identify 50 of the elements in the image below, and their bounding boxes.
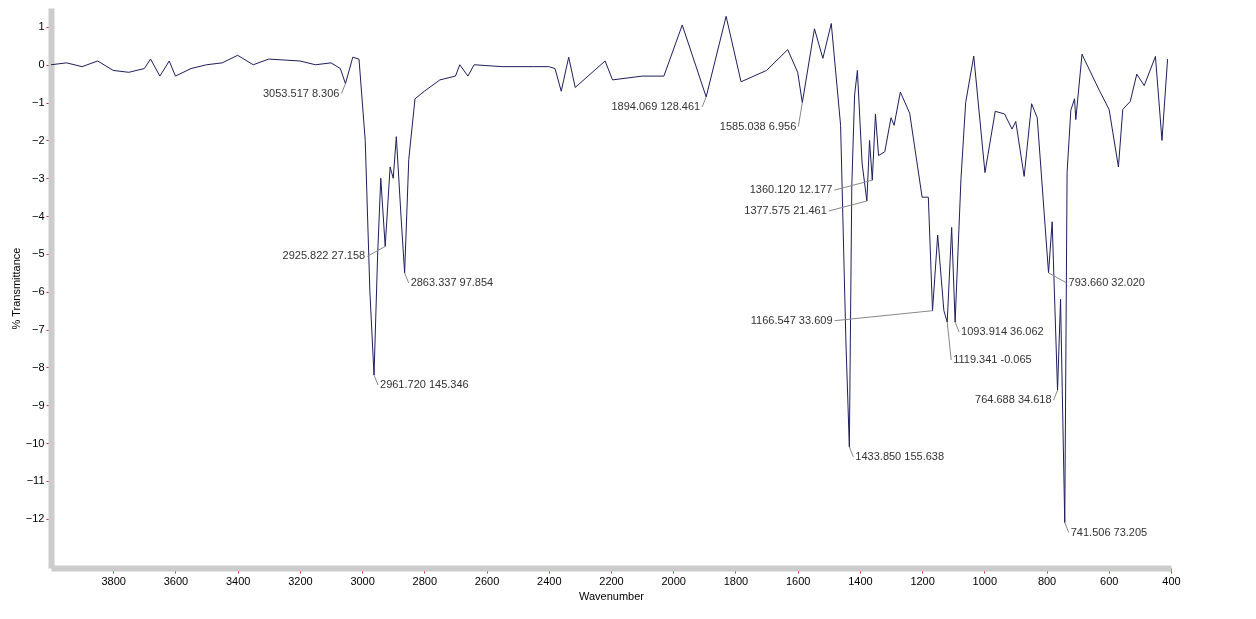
- y-tick-label: 0: [38, 58, 45, 71]
- x-tick-label: 1400: [848, 574, 873, 587]
- annotation: 2863.337 97.854: [410, 275, 494, 288]
- annotation: 2925.822 27.158: [282, 249, 366, 262]
- x-tick-label: 400: [1162, 574, 1181, 587]
- annotation: 1894.069 128.461: [611, 99, 701, 112]
- y-axis-title: % Transmittance: [9, 247, 22, 330]
- y-tick-label: −5: [31, 247, 45, 260]
- annotation: 1360.120 12.177: [749, 183, 833, 196]
- x-tick-label: 3400: [225, 574, 251, 587]
- y-tick-label: 1: [38, 20, 45, 33]
- x-tick-label: 2400: [537, 574, 562, 587]
- x-tick-label: 2600: [474, 574, 500, 587]
- x-tick-label: 1200: [910, 574, 935, 587]
- annotation: 1119.341 -0.065: [953, 353, 1032, 366]
- annotation: 764.688 34.618: [975, 393, 1052, 406]
- y-tick-label: −1: [31, 96, 45, 109]
- x-tick-label: 600: [1100, 574, 1119, 587]
- annotation: 1377.575 21.461: [744, 203, 827, 216]
- x-tick-label: 2800: [412, 574, 438, 587]
- y-tick-label: −3: [31, 171, 45, 184]
- x-tick-label: 2200: [599, 574, 624, 587]
- annotation: 2961.720 145.346: [380, 378, 469, 391]
- x-tick-label: 800: [1037, 574, 1057, 587]
- annotation: 793.660 32.020: [1068, 275, 1145, 288]
- x-tick-label: 3800: [101, 574, 126, 587]
- annotation: 3053.517 8.306: [262, 86, 340, 99]
- y-tick-label: −6: [31, 285, 45, 298]
- y-tick-label: −9: [31, 398, 45, 411]
- y-tick-label: −11: [26, 474, 45, 487]
- y-tick-label: −7: [31, 323, 45, 336]
- y-tick-label: −10: [25, 436, 45, 449]
- annotation: 1093.914 36.062: [961, 325, 1044, 338]
- annotation: 1585.038 6.956: [719, 119, 797, 132]
- x-axis-title: Wavenumber: [578, 589, 645, 602]
- y-tick-label: −8: [31, 360, 45, 373]
- y-tick-label: −2: [31, 133, 45, 146]
- x-tick-label: 3000: [350, 574, 375, 587]
- y-tick-label: −12: [25, 512, 45, 525]
- line-series: [50, 15, 1169, 524]
- x-tick-label: 3600: [163, 574, 189, 587]
- annotation: 1166.547 33.609: [750, 313, 833, 326]
- x-tick-label: 1000: [972, 574, 998, 587]
- annotation: 1433.850 155.638: [855, 449, 945, 462]
- x-tick-label: 1800: [723, 574, 749, 587]
- x-tick-label: 1600: [785, 574, 811, 587]
- x-tick-label: 2000: [661, 574, 686, 587]
- annotation: 741.506 73.205: [1070, 525, 1148, 538]
- y-tick-label: −4: [31, 209, 45, 222]
- x-tick-label: 3200: [288, 574, 313, 587]
